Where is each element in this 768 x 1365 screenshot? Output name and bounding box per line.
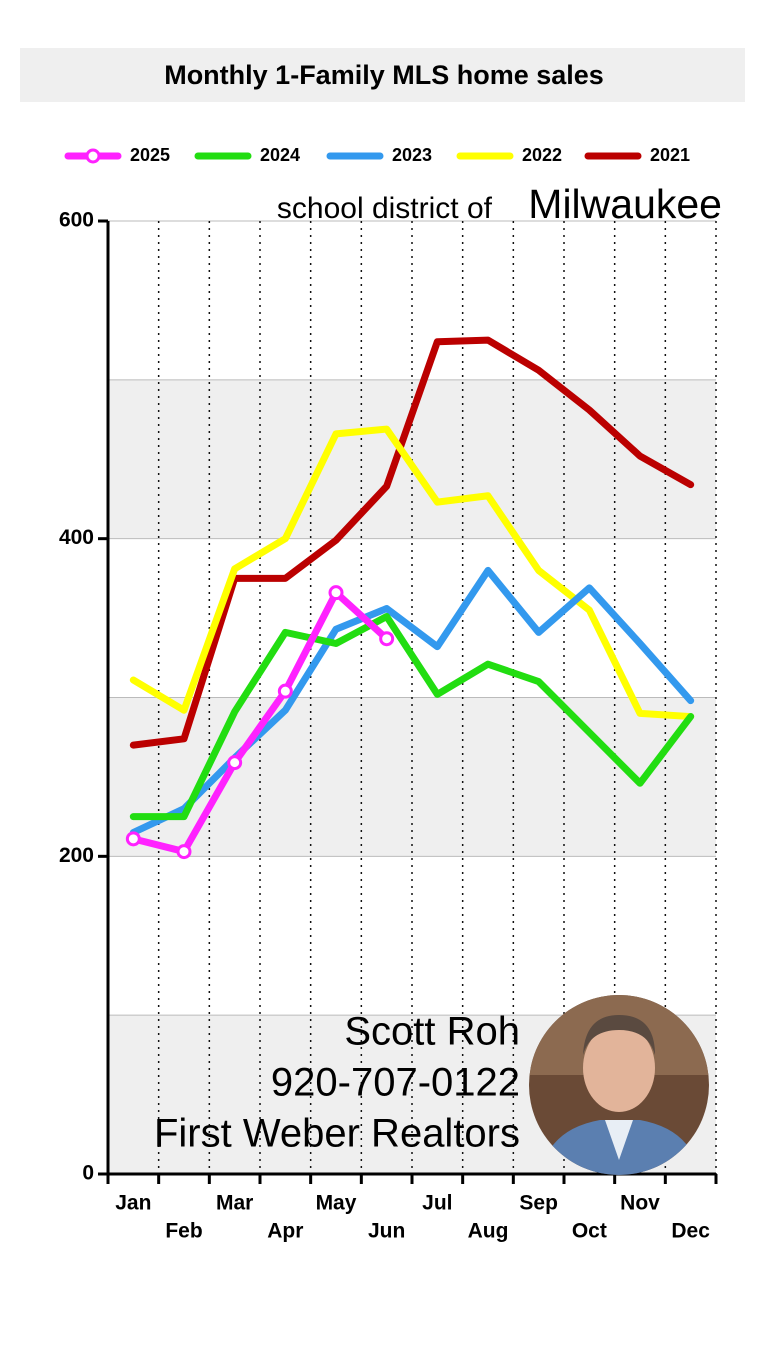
x-tick-label: Jul (422, 1192, 452, 1215)
chart-title: Monthly 1-Family MLS home sales (164, 60, 604, 90)
x-tick-label: Jan (115, 1192, 151, 1215)
x-tick-label: Dec (671, 1220, 710, 1243)
x-tick-label: Jun (368, 1220, 405, 1243)
x-tick-label: Apr (267, 1220, 303, 1243)
x-tick-label: Aug (468, 1220, 509, 1243)
series-line (129, 566, 695, 837)
point (277, 683, 293, 699)
contact-name: Scott Roh (344, 1010, 520, 1054)
legend-marker (85, 148, 101, 164)
contact-company: First Weber Realtors (154, 1112, 520, 1156)
subtitle: school district of (277, 192, 493, 225)
point (125, 831, 141, 847)
contact-phone: 920-707-0122 (271, 1061, 520, 1105)
point (176, 844, 192, 860)
x-tick-label: Nov (620, 1192, 660, 1215)
x-tick-label: Oct (572, 1220, 607, 1243)
legend-label: 2023 (392, 145, 432, 165)
y-tick-label: 0 (82, 1162, 94, 1185)
point (379, 631, 395, 647)
band (108, 697, 716, 857)
y-tick-label: 200 (59, 844, 94, 867)
legend-label: 2021 (650, 145, 690, 165)
y-tick-label: 600 (59, 209, 94, 232)
subtitle-place: Milwaukee (528, 181, 722, 227)
legend-label: 2025 (130, 145, 170, 165)
x-tick-label: Mar (216, 1192, 253, 1215)
point (227, 755, 243, 771)
series-line (129, 589, 391, 856)
title-bar (20, 48, 745, 102)
series-line (129, 336, 695, 749)
x-tick-label: May (316, 1192, 357, 1215)
legend-label: 2022 (522, 145, 562, 165)
series-line (129, 612, 695, 821)
agent-photo (529, 995, 709, 1175)
series-line (129, 425, 695, 721)
x-tick-label: Feb (165, 1220, 202, 1243)
x-tick-label: Sep (519, 1192, 558, 1215)
point (328, 585, 344, 601)
legend-label: 2024 (260, 145, 300, 165)
y-tick-label: 400 (59, 526, 94, 549)
